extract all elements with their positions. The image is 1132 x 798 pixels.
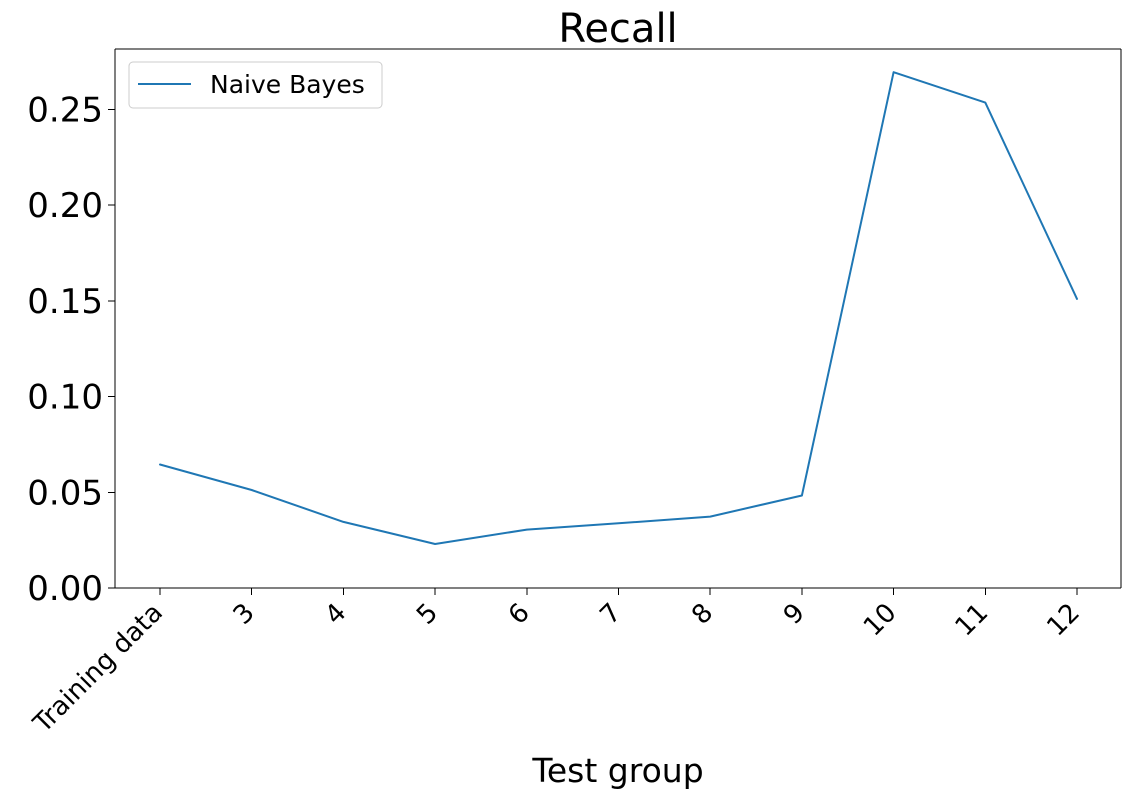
y-tick-label: 0.05 xyxy=(27,473,103,513)
x-tick-label: Training data xyxy=(27,598,169,740)
plot-frame xyxy=(114,48,1122,589)
x-tick-label: 4 xyxy=(319,598,352,631)
chart-title: Recall xyxy=(558,6,677,52)
x-tick-label: 3 xyxy=(228,598,261,631)
series-layer xyxy=(159,71,1078,545)
series-line-naive-bayes xyxy=(159,71,1078,545)
legend-label-naive-bayes: Naive Bayes xyxy=(210,70,365,99)
x-axis-ticks: Training data 3 4 5 6 7 8 9 10 11 12 xyxy=(27,588,1086,739)
x-tick-label: 8 xyxy=(686,598,719,631)
y-tick-label: 0.15 xyxy=(27,282,103,322)
x-tick-label: 6 xyxy=(503,598,536,631)
x-axis-label: Test group xyxy=(531,751,703,790)
y-tick-label: 0.25 xyxy=(27,90,103,130)
x-tick-label: 5 xyxy=(411,598,444,631)
y-tick-label: 0.00 xyxy=(27,569,103,609)
x-tick-label: 9 xyxy=(778,598,811,631)
legend: Naive Bayes xyxy=(128,61,383,109)
x-tick-label: 12 xyxy=(1041,598,1086,643)
x-tick-label: 10 xyxy=(858,598,903,643)
x-tick-label: 11 xyxy=(950,598,995,643)
x-tick-label: 7 xyxy=(595,598,628,631)
y-tick-label: 0.20 xyxy=(27,186,103,226)
y-axis-ticks: 0.00 0.05 0.10 0.15 0.20 0.25 xyxy=(27,90,115,609)
y-tick-label: 0.10 xyxy=(27,378,103,418)
legend-box xyxy=(128,61,383,109)
